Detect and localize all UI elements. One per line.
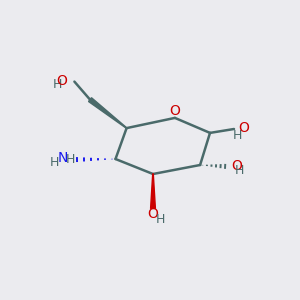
Text: O: O [238,122,249,135]
Text: H: H [50,156,59,169]
Text: H: H [53,78,62,91]
Text: H: H [156,213,165,226]
Text: O: O [148,208,158,221]
Text: H: H [235,164,244,178]
Text: O: O [169,104,180,118]
Text: H: H [232,129,242,142]
Text: N: N [58,151,68,165]
Text: H: H [65,153,75,166]
Polygon shape [88,98,127,128]
Polygon shape [151,174,155,208]
Text: O: O [231,160,242,173]
Text: O: O [56,74,67,88]
